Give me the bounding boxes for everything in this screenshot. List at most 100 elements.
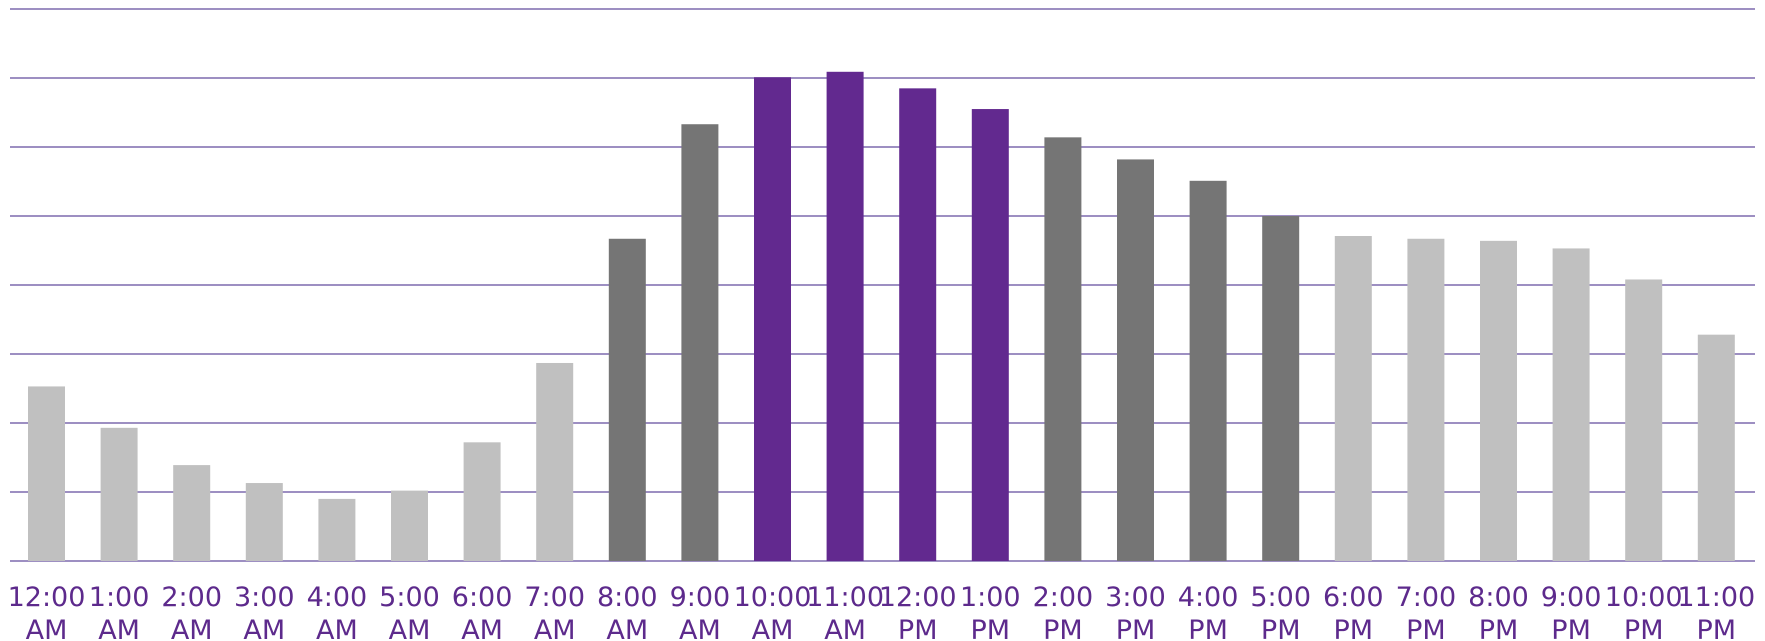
gridlines: [10, 8, 1755, 562]
x-tick-label-period: AM: [461, 615, 503, 641]
x-tick-label-period: PM: [1697, 615, 1737, 641]
bar-9-00-pm: [1552, 248, 1590, 561]
x-tick-label: 2:00 PM: [1033, 582, 1094, 641]
x-tick-label-time: 12:00: [879, 582, 957, 613]
x-tick-label-time: 3:00: [234, 582, 295, 613]
bar-10-00-pm: [1625, 279, 1663, 561]
x-tick-label: 9:00 PM: [1541, 582, 1602, 641]
x-tick-label: 4:00 PM: [1178, 582, 1239, 641]
x-tick-label-time: 10:00: [1605, 582, 1683, 613]
x-tick-label-time: 9:00: [1541, 582, 1602, 613]
bar-2-00-am: [173, 465, 211, 561]
bar-5-00-pm: [1262, 216, 1300, 561]
x-tick-label-period: PM: [1624, 615, 1664, 641]
x-tick-label-period: AM: [389, 615, 431, 641]
x-tick-label-period: AM: [606, 615, 648, 641]
x-tick-label-period: AM: [534, 615, 576, 641]
x-tick-label-period: PM: [1043, 615, 1083, 641]
bar-3-00-pm: [1117, 159, 1154, 562]
bar-7-00-pm: [1407, 238, 1445, 561]
x-tick-label: 2:00 AM: [161, 582, 222, 641]
x-tick-label: 12:00 AM: [8, 582, 86, 641]
x-tick-label-period: PM: [1188, 615, 1228, 641]
x-tick-label: 8:00 AM: [597, 582, 658, 641]
bar-11-00-am: [826, 71, 864, 561]
x-tick-label: 7:00 PM: [1396, 582, 1457, 641]
bars: [28, 71, 1735, 562]
x-tick-label-time: 2:00: [1033, 582, 1094, 613]
x-tick-label-time: 6:00: [452, 582, 513, 613]
bar-1-00-am: [100, 427, 138, 561]
x-tick-label-period: AM: [316, 615, 358, 641]
bar-9-00-am: [681, 124, 719, 561]
bar-4-00-pm: [1189, 180, 1227, 561]
x-tick-label-period: PM: [1406, 615, 1446, 641]
x-tick-label-period: PM: [1551, 615, 1591, 641]
bar-6-00-pm: [1334, 236, 1372, 561]
x-tick-label-time: 8:00: [597, 582, 658, 613]
x-axis-tick-labels: 12:00 AM1:00 AM2:00 AM3:00 AM4:00 AM5:00 AM6:0…: [8, 582, 1756, 641]
x-tick-label-time: 9:00: [670, 582, 731, 613]
x-tick-label-time: 2:00: [161, 582, 222, 613]
x-tick-label: 11:00 PM: [1677, 582, 1755, 641]
x-tick-label-time: 12:00: [8, 582, 86, 613]
x-tick-label: 11:00 AM: [806, 582, 884, 641]
bar-8-00-am: [608, 238, 646, 561]
x-tick-label: 7:00 AM: [524, 582, 585, 641]
x-tick-label-period: AM: [26, 615, 68, 641]
bar-12-00-am: [28, 386, 65, 561]
x-tick-label-period: PM: [971, 615, 1011, 641]
x-tick-label: 3:00 AM: [234, 582, 295, 641]
x-tick-label: 8:00 PM: [1468, 582, 1529, 641]
x-tick-label-time: 1:00: [89, 582, 150, 613]
x-tick-label-time: 7:00: [524, 582, 585, 613]
bar-12-00-pm: [899, 88, 937, 561]
x-tick-label-time: 8:00: [1468, 582, 1529, 613]
bar-4-00-am: [318, 498, 356, 561]
x-tick-label-period: AM: [752, 615, 794, 641]
bar-8-00-pm: [1480, 240, 1517, 561]
x-tick-label-time: 3:00: [1105, 582, 1166, 613]
x-tick-label-period: PM: [1116, 615, 1156, 641]
bar-1-00-pm: [971, 109, 1009, 562]
bar-5-00-am: [391, 490, 428, 561]
x-tick-label-period: PM: [1479, 615, 1519, 641]
x-tick-label: 6:00 PM: [1323, 582, 1384, 641]
bar-3-00-am: [245, 483, 283, 561]
x-tick-label: 9:00 AM: [670, 582, 731, 641]
x-tick-label: 12:00 PM: [879, 582, 957, 641]
x-tick-label-time: 4:00: [307, 582, 368, 613]
x-tick-label-period: AM: [243, 615, 285, 641]
x-tick-label: 10:00 PM: [1605, 582, 1683, 641]
bar-2-00-pm: [1044, 137, 1082, 561]
x-tick-label-time: 4:00: [1178, 582, 1239, 613]
x-tick-label: 4:00 AM: [307, 582, 368, 641]
x-tick-label-time: 11:00: [1677, 582, 1755, 613]
x-tick-label-period: AM: [679, 615, 721, 641]
x-tick-label-time: 6:00: [1323, 582, 1384, 613]
x-tick-label-period: AM: [171, 615, 213, 641]
x-tick-label: 5:00 AM: [379, 582, 440, 641]
x-tick-label: 5:00 PM: [1250, 582, 1311, 641]
x-tick-label: 10:00 AM: [734, 582, 812, 641]
x-tick-label-time: 10:00: [734, 582, 812, 613]
bar-11-00-pm: [1697, 334, 1735, 561]
x-tick-label-time: 5:00: [379, 582, 440, 613]
x-tick-label: 3:00 PM: [1105, 582, 1166, 641]
x-tick-label-time: 11:00: [806, 582, 884, 613]
x-tick-label-period: AM: [98, 615, 140, 641]
x-tick-label-period: AM: [824, 615, 866, 641]
x-tick-label: 1:00 AM: [89, 582, 150, 641]
x-tick-label: 1:00 PM: [960, 582, 1021, 641]
bar-7-00-am: [536, 362, 574, 561]
x-tick-label-period: PM: [1261, 615, 1301, 641]
x-tick-label-period: PM: [898, 615, 938, 641]
x-tick-label-period: PM: [1334, 615, 1374, 641]
x-tick-label-time: 5:00: [1250, 582, 1311, 613]
bar-6-00-am: [463, 442, 501, 561]
x-tick-label-time: 1:00: [960, 582, 1021, 613]
x-tick-label: 6:00 AM: [452, 582, 513, 641]
bar-10-00-am: [754, 77, 791, 561]
x-tick-label-time: 7:00: [1396, 582, 1457, 613]
